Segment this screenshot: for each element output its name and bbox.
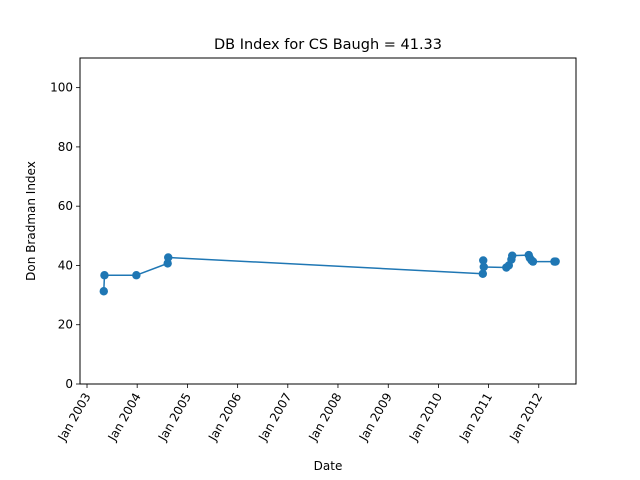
data-point	[551, 257, 560, 266]
y-tick-label: 60	[58, 199, 73, 213]
y-tick-label: 80	[58, 140, 73, 154]
data-point	[479, 256, 488, 265]
data-point	[479, 262, 488, 272]
y-tick-label: 20	[58, 318, 73, 332]
x-axis-title: Date	[314, 459, 343, 473]
y-axis: 0 20 40 60 80 100	[50, 81, 80, 391]
y-axis-title: Don Bradman Index	[24, 161, 38, 281]
y-tick-label: 100	[50, 81, 73, 95]
data-point	[528, 257, 538, 266]
series-layer	[99, 250, 560, 296]
data-point	[132, 271, 141, 280]
data-point	[164, 253, 173, 262]
axes-frame	[79, 57, 577, 385]
y-tick-label: 40	[58, 258, 73, 272]
data-point	[508, 251, 517, 260]
y-tick-label: 0	[65, 377, 73, 391]
data-point	[100, 271, 109, 280]
data-point	[99, 287, 108, 296]
data-point	[478, 269, 488, 278]
plot-area	[79, 57, 577, 385]
chart-title: DB Index for CS Baugh = 41.33	[214, 37, 442, 53]
